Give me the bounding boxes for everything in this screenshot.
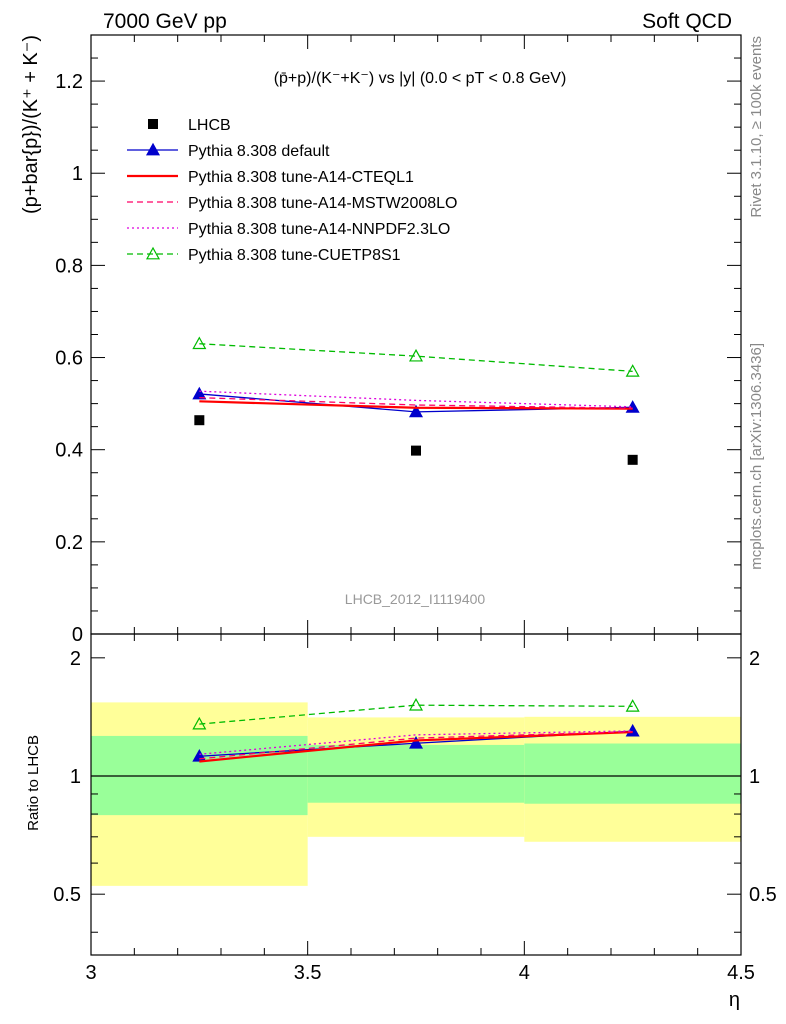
mcplots-label: mcplots.cern.ch [arXiv:1306.3436] bbox=[748, 343, 765, 570]
main-panel: 0 0.2 0.4 0.6 0.8 1 1.2 bbox=[55, 34, 742, 646]
legend-marker bbox=[145, 246, 161, 260]
x-tick-label: 4.5 bbox=[727, 962, 755, 984]
y-tick-label: 0.8 bbox=[55, 255, 83, 277]
y-tick-label-right: 2 bbox=[749, 648, 760, 670]
ratio-panel: 0.5 0.5 1 1 2 2 3 3.5 4 4.5 bbox=[53, 633, 777, 984]
series-point bbox=[192, 386, 207, 400]
watermark: LHCB_2012_I1119400 bbox=[345, 591, 486, 607]
ratio-frame bbox=[90, 633, 742, 956]
uncertainty-band-green bbox=[307, 744, 525, 803]
y-tick-label: 0 bbox=[72, 624, 83, 646]
uncertainty-band-green bbox=[524, 743, 741, 804]
series-point bbox=[625, 364, 640, 377]
header-left: 7000 GeV pp bbox=[103, 10, 227, 33]
y-tick-label: 1 bbox=[72, 163, 83, 185]
legend-label: LHCB bbox=[188, 117, 231, 134]
x-tick-label: 4 bbox=[519, 962, 530, 984]
y-tick-label: 0.4 bbox=[55, 440, 83, 462]
y-tick-label-right: 0.5 bbox=[749, 884, 777, 906]
series-line bbox=[199, 731, 633, 760]
series-point bbox=[408, 735, 424, 749]
series-point bbox=[408, 404, 424, 418]
series-point bbox=[192, 716, 207, 730]
header-right: Soft QCD bbox=[642, 10, 732, 33]
data-point bbox=[411, 445, 421, 456]
y-axis-label: (p+bar{p})/(K⁺ + K⁻) bbox=[20, 35, 42, 214]
series-point bbox=[625, 699, 640, 712]
legend-label: Pythia 8.308 tune-A14-NNPDF2.3LO bbox=[188, 221, 450, 238]
series-line bbox=[199, 396, 633, 409]
legend-label: Pythia 8.308 tune-A14-CTEQL1 bbox=[188, 169, 414, 186]
y-tick-label: 1 bbox=[70, 766, 81, 788]
legend-label: Pythia 8.308 default bbox=[188, 143, 330, 160]
series-point bbox=[408, 348, 424, 362]
y-tick-label: 0.2 bbox=[55, 532, 83, 554]
legend-marker bbox=[148, 119, 158, 129]
ratio-y-axis-label: Ratio to LHCB bbox=[25, 735, 42, 831]
x-tick-label: 3.5 bbox=[294, 962, 322, 984]
series-line bbox=[199, 390, 633, 408]
series-point bbox=[192, 336, 207, 350]
legend-marker bbox=[145, 142, 161, 156]
legend-label: Pythia 8.308 tune-CUETP8S1 bbox=[188, 247, 401, 264]
x-tick-label: 3 bbox=[85, 962, 96, 984]
series-line bbox=[199, 704, 633, 725]
series-line bbox=[199, 343, 633, 373]
series-point bbox=[625, 400, 640, 413]
x-axis-label: η bbox=[729, 989, 740, 1011]
data-point bbox=[194, 415, 205, 426]
y-tick-label: 0.5 bbox=[53, 884, 81, 906]
y-tick-label: 0.6 bbox=[55, 348, 83, 370]
data-point bbox=[627, 454, 638, 465]
series-line bbox=[199, 400, 633, 410]
y-tick-label-right: 1 bbox=[749, 766, 760, 788]
rivet-label: Rivet 3.1.10, ≥ 100k events bbox=[748, 36, 765, 218]
series-line bbox=[199, 730, 633, 763]
y-tick-label: 2 bbox=[70, 648, 81, 670]
legend-label: Pythia 8.308 tune-A14-MSTW2008LO bbox=[188, 195, 457, 212]
legend: LHCB Pythia 8.308 default Pythia 8.308 tun… bbox=[127, 117, 457, 264]
series-point bbox=[408, 697, 424, 711]
main-title: (p̄+p)/(K⁻+K⁻) vs |y| (0.0 < pT < 0.8 Ge… bbox=[274, 70, 567, 87]
y-tick-label: 1.2 bbox=[55, 71, 83, 93]
